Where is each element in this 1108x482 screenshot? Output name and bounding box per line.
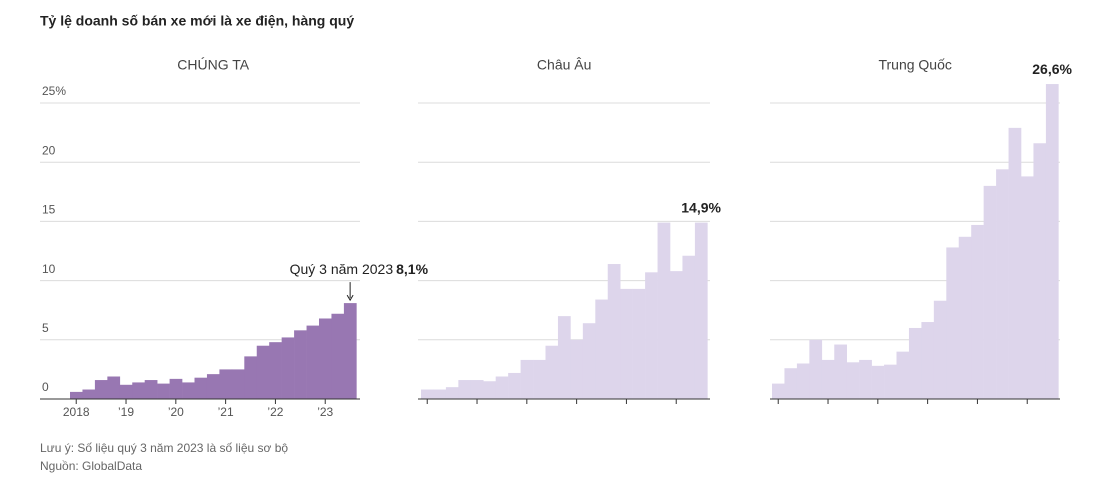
bar bbox=[269, 342, 282, 399]
bar bbox=[620, 288, 633, 399]
bar bbox=[231, 369, 245, 399]
value-label: 26,6% bbox=[1032, 61, 1072, 77]
bar bbox=[157, 383, 170, 399]
bar bbox=[933, 300, 947, 399]
bar bbox=[306, 325, 320, 399]
y-tick-label: 25% bbox=[42, 84, 66, 98]
bar bbox=[1045, 84, 1059, 399]
bar bbox=[983, 185, 997, 399]
bar bbox=[421, 389, 434, 399]
value-label: 8,1% bbox=[396, 261, 428, 277]
bar bbox=[1008, 127, 1022, 399]
bar bbox=[132, 382, 145, 399]
bar bbox=[557, 316, 571, 399]
panel-title: Trung Quốc bbox=[878, 57, 951, 73]
bar bbox=[520, 359, 534, 399]
note: Lưu ý: Số liệu quý 3 năm 2023 là số liệu… bbox=[40, 441, 288, 455]
bar bbox=[670, 271, 683, 399]
annotation: Quý 3 năm 2023 bbox=[290, 261, 394, 277]
bar bbox=[194, 377, 208, 399]
bar bbox=[946, 247, 960, 399]
bar bbox=[219, 369, 233, 399]
bar bbox=[645, 272, 658, 399]
bar bbox=[107, 376, 121, 399]
value-label: 14,9% bbox=[681, 199, 721, 215]
bar bbox=[331, 313, 345, 399]
bar bbox=[570, 339, 584, 399]
bar bbox=[796, 363, 810, 399]
bar bbox=[545, 345, 559, 399]
bar bbox=[495, 376, 509, 399]
x-tick-label: ’20 bbox=[168, 405, 184, 419]
y-tick-label: 20 bbox=[42, 143, 56, 157]
bar bbox=[483, 381, 496, 399]
bar bbox=[1021, 176, 1034, 399]
bar bbox=[921, 322, 935, 399]
bar bbox=[70, 391, 83, 399]
y-tick-label: 10 bbox=[42, 262, 56, 276]
bar bbox=[470, 380, 484, 399]
bar bbox=[871, 365, 885, 399]
bar bbox=[433, 389, 447, 399]
bar bbox=[884, 364, 897, 399]
bar bbox=[533, 359, 546, 399]
bar bbox=[958, 236, 972, 399]
y-tick-label: 5 bbox=[42, 321, 49, 335]
bar bbox=[458, 380, 472, 399]
bar bbox=[971, 224, 984, 399]
bar bbox=[256, 345, 270, 399]
bar bbox=[94, 380, 108, 399]
x-tick-label: ’22 bbox=[267, 405, 283, 419]
bar bbox=[682, 255, 696, 399]
bar bbox=[169, 378, 183, 399]
bar bbox=[694, 222, 708, 399]
bar bbox=[1033, 143, 1047, 399]
bar bbox=[859, 359, 872, 399]
bar bbox=[896, 351, 910, 399]
x-tick-label: ’21 bbox=[218, 405, 234, 419]
bar bbox=[182, 382, 195, 399]
bar bbox=[445, 387, 459, 399]
bar bbox=[582, 323, 596, 399]
bar bbox=[809, 339, 823, 399]
bar bbox=[657, 222, 671, 399]
bar bbox=[206, 374, 220, 399]
x-tick-label: ’19 bbox=[118, 405, 134, 419]
arrow-head bbox=[346, 294, 354, 302]
bar bbox=[607, 264, 621, 399]
bar bbox=[319, 318, 332, 399]
bar bbox=[82, 389, 96, 399]
bar bbox=[821, 359, 835, 399]
bar bbox=[343, 303, 357, 399]
bar bbox=[834, 344, 847, 399]
bar bbox=[119, 384, 133, 399]
bar bbox=[908, 327, 922, 399]
x-tick-label: 2018 bbox=[63, 405, 90, 419]
panel-title: CHÚNG TA bbox=[177, 57, 249, 73]
chart-title: Tỷ lệ doanh số bán xe mới là xe điện, hà… bbox=[40, 13, 354, 29]
bar bbox=[632, 288, 646, 399]
panel-title: Châu Âu bbox=[537, 57, 591, 73]
bar bbox=[784, 368, 798, 399]
x-tick-label: ’23 bbox=[317, 405, 333, 419]
bar bbox=[772, 383, 785, 399]
bar bbox=[595, 299, 609, 399]
bar bbox=[294, 330, 307, 399]
bar bbox=[846, 362, 860, 399]
bar bbox=[508, 372, 521, 399]
bar bbox=[244, 356, 258, 399]
bar bbox=[281, 337, 295, 399]
source: Nguồn: GlobalData bbox=[40, 459, 142, 473]
bar bbox=[144, 380, 158, 399]
bar bbox=[996, 169, 1009, 399]
y-tick-label: 15 bbox=[42, 203, 56, 217]
y-tick-label: 0 bbox=[42, 380, 49, 394]
